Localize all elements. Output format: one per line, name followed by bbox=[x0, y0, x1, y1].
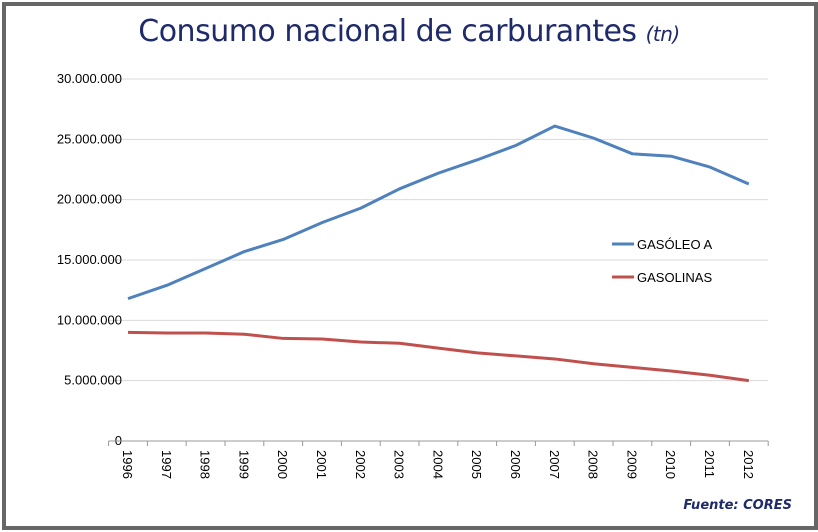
y-tick-label: 20.000.000 bbox=[57, 192, 122, 207]
x-tick-label: 2002 bbox=[353, 450, 368, 479]
x-tick-label: 2006 bbox=[508, 450, 523, 479]
x-tick-label: 2003 bbox=[392, 450, 407, 479]
x-tick-label: 2008 bbox=[586, 450, 601, 479]
series-line-gasolinas bbox=[127, 330, 750, 383]
x-tick-label: 2010 bbox=[663, 450, 678, 479]
x-tick-label: 2011 bbox=[702, 450, 717, 478]
legend-label: GASÓLEO A bbox=[637, 237, 712, 252]
x-tick-label: 2000 bbox=[275, 450, 290, 479]
x-tick-label: 2005 bbox=[469, 450, 484, 479]
title-unit: (tn) bbox=[645, 22, 681, 46]
y-tick-label: 10.000.000 bbox=[57, 312, 122, 327]
x-tick-label: 2004 bbox=[430, 450, 445, 479]
x-tick-label: 2007 bbox=[547, 450, 562, 479]
y-tick-label: 5.000.000 bbox=[64, 373, 122, 388]
chart-title: Consumo nacional de carburantes (tn) bbox=[0, 14, 818, 49]
y-tick-label: 25.000.000 bbox=[57, 131, 122, 146]
y-tick-label: 15.000.000 bbox=[57, 252, 122, 267]
x-tick-label: 1998 bbox=[198, 450, 213, 479]
x-tick-label: 1996 bbox=[120, 450, 135, 479]
x-tick-label: 1999 bbox=[236, 450, 251, 479]
title-text: Consumo nacional de carburantes bbox=[138, 14, 637, 49]
x-tick-label: 2001 bbox=[314, 450, 329, 479]
x-tick-label: 1997 bbox=[159, 450, 174, 479]
x-tick-label: 2009 bbox=[624, 450, 639, 479]
legend-label: GASOLINAS bbox=[637, 270, 712, 285]
source-note: Fuente: CORES bbox=[683, 498, 792, 513]
y-tick-label: 30.000.000 bbox=[57, 71, 122, 86]
x-tick-label: 2012 bbox=[741, 450, 756, 479]
